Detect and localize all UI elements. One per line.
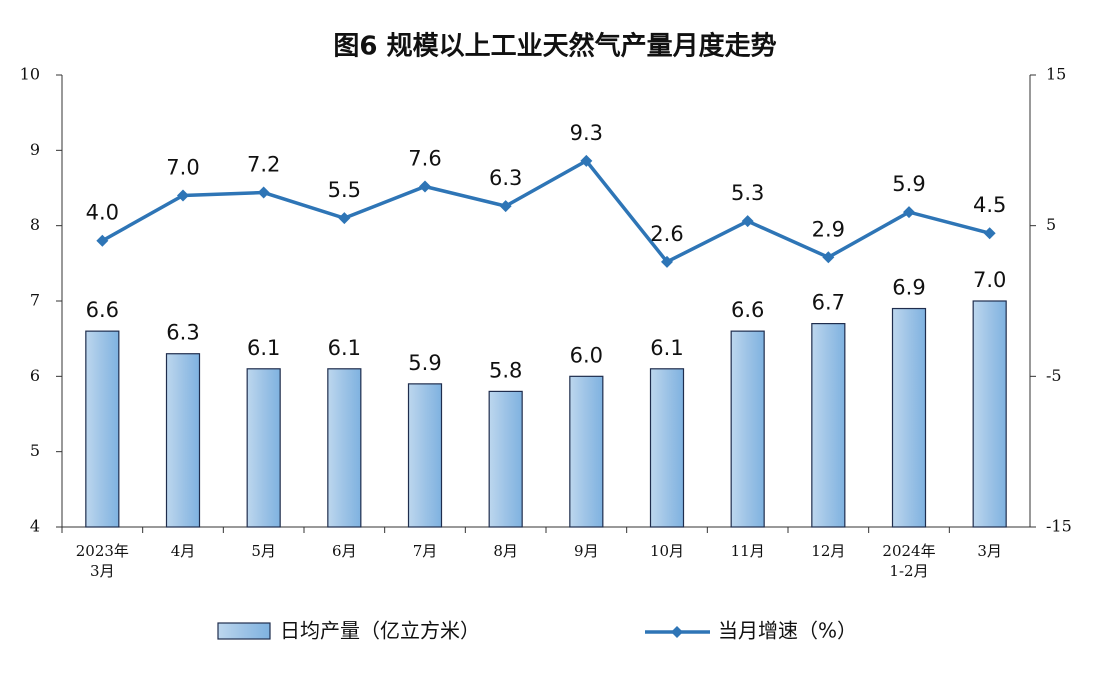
bar	[649, 368, 685, 528]
x-tick-label: 10月	[649, 542, 685, 560]
x-tick-label: 9月	[574, 542, 599, 560]
bar	[488, 390, 523, 528]
y-tick-label: 8	[30, 215, 40, 234]
line-label: 6.3	[489, 166, 522, 190]
line-label: 7.0	[166, 156, 199, 180]
y-tick-label: 7	[30, 291, 40, 310]
bar-label: 6.1	[247, 336, 280, 360]
line-label: 5.9	[892, 172, 925, 196]
y2-tick-label: -5	[1046, 366, 1062, 385]
bar	[246, 368, 281, 528]
bar-label: 6.3	[166, 321, 199, 345]
legend-label: 当月增速（%）	[718, 619, 857, 643]
bar-label: 6.7	[812, 291, 845, 315]
bar-label: 6.6	[86, 298, 119, 322]
line-marker	[338, 212, 351, 225]
line-marker	[419, 180, 431, 193]
line-marker	[822, 251, 835, 264]
y-tick-label: 4	[30, 517, 40, 536]
line-marker	[983, 227, 996, 240]
bar-label: 6.6	[731, 298, 764, 322]
y-tick-label: 5	[30, 441, 40, 460]
y-tick-label: 10	[20, 65, 40, 84]
x-tick-label: 2023年 3月	[75, 542, 129, 580]
bar	[891, 307, 927, 528]
bar-label: 5.9	[408, 351, 441, 375]
line-marker	[499, 200, 512, 213]
bar	[327, 368, 362, 528]
line-marker	[177, 189, 189, 202]
y2-tick-label: 15	[1046, 65, 1066, 84]
bar-label: 5.8	[489, 358, 522, 382]
line-label: 5.5	[328, 178, 361, 202]
line-marker	[741, 215, 754, 228]
x-tick-label: 8月	[493, 542, 518, 560]
y2-tick-label: -15	[1046, 517, 1072, 536]
x-tick-label: 12月	[811, 542, 846, 560]
y-tick-label: 6	[30, 366, 40, 385]
line-label: 4.5	[973, 193, 1006, 217]
x-tick-label: 4月	[170, 542, 196, 560]
x-tick-label: 3月	[977, 542, 1002, 560]
legend-bar-icon	[217, 622, 271, 640]
bar-label: 6.0	[570, 343, 603, 367]
line-label: 2.9	[812, 217, 845, 241]
line-marker	[661, 255, 673, 268]
x-tick-label: 6月	[332, 542, 357, 560]
bar	[730, 330, 765, 528]
bar	[569, 375, 604, 528]
chart-title: 图6 规模以上工业天然气产量月度走势	[333, 31, 776, 62]
line-marker	[257, 186, 270, 199]
x-tick-label: 5月	[251, 542, 276, 560]
x-tick-label: 2024年 1-2月	[882, 542, 936, 580]
line-label: 9.3	[570, 121, 603, 145]
x-tick-label: 7月	[412, 542, 438, 560]
line-label: 7.6	[408, 146, 441, 170]
line-label: 7.2	[247, 153, 280, 177]
legend-label: 日均产量（亿立方米）	[280, 619, 480, 643]
bar	[407, 383, 443, 528]
y2-tick-label: 5	[1046, 215, 1056, 234]
line-label: 5.3	[731, 181, 764, 205]
y-tick-label: 9	[30, 140, 40, 159]
line-label: 4.0	[86, 201, 119, 225]
bar-label: 6.9	[892, 276, 925, 300]
bar	[165, 353, 201, 528]
x-tick-label: 11月	[730, 542, 765, 560]
bar	[972, 300, 1007, 528]
legend-line-marker	[671, 626, 683, 638]
line-marker	[96, 234, 109, 247]
bar-label: 7.0	[973, 268, 1006, 292]
line-marker	[903, 206, 915, 219]
line-marker	[580, 154, 593, 167]
line-label: 2.6	[650, 222, 683, 246]
bar	[85, 330, 120, 528]
line	[101, 158, 991, 265]
bar	[811, 323, 846, 528]
bar-label: 6.1	[328, 336, 361, 360]
bar-label: 6.1	[650, 336, 683, 360]
